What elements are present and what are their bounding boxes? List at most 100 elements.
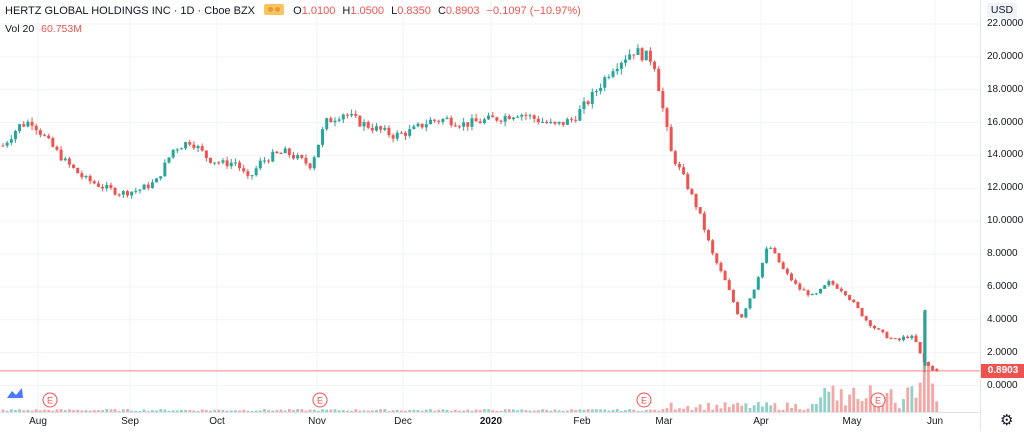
candle-body: [528, 115, 532, 117]
symbol-title[interactable]: HERTZ GLOBAL HOLDINGS INC · 1D · Cboe BZ…: [5, 5, 256, 17]
volume-label: Vol 20: [5, 23, 35, 35]
candle-body: [138, 189, 142, 191]
candle-body: [893, 338, 897, 340]
volume-bar: [308, 409, 312, 412]
volume-bar: [445, 409, 449, 412]
candle-body: [740, 314, 744, 318]
earnings-marker-icon[interactable]: E: [312, 392, 328, 408]
candle-body: [873, 325, 876, 329]
volume-bar: [333, 409, 337, 412]
candle-body: [611, 71, 615, 77]
candle-body: [839, 288, 843, 292]
candle-body: [731, 290, 735, 303]
gear-icon[interactable]: ⚙: [1000, 412, 1014, 429]
volume-bar: [831, 385, 835, 412]
svg-text:E: E: [875, 396, 881, 406]
candle-body: [545, 121, 549, 124]
candle-body: [196, 146, 200, 149]
candle-body: [491, 115, 495, 118]
volume-bar: [134, 410, 138, 412]
volume-bar: [516, 410, 519, 412]
candle-body: [902, 336, 906, 341]
market-status-badge[interactable]: [264, 4, 285, 15]
volume-bar: [258, 410, 262, 412]
candle-body: [13, 131, 17, 140]
volume-bar: [462, 410, 466, 412]
volume-bar: [213, 409, 217, 412]
volume-bar: [719, 408, 723, 412]
candle-body: [594, 91, 598, 93]
dot-icon: [268, 7, 274, 12]
candle-body: [59, 149, 63, 161]
candle-body: [18, 124, 22, 132]
volume-bar: [234, 410, 237, 412]
price-axis[interactable]: USD 22.0000 20.0000 18.0000 16.0000 14.0000 1…: [980, 0, 1024, 431]
volume-bar: [142, 409, 146, 412]
volume-bar: [246, 410, 250, 412]
price-tick-label: 12.0000: [987, 182, 1024, 194]
candle-body: [258, 160, 262, 169]
volume-bar: [566, 410, 569, 412]
volume-bar: [5, 410, 9, 412]
candle-body: [458, 126, 461, 128]
earnings-marker-icon[interactable]: E: [870, 392, 886, 408]
candle-body: [677, 163, 681, 168]
volume-bar: [761, 406, 764, 412]
candle-body: [275, 151, 279, 154]
volume-bar: [603, 409, 607, 412]
volume-bar: [744, 403, 748, 412]
volume-bar: [366, 410, 370, 412]
volume-bar: [404, 410, 407, 412]
candle-body: [296, 155, 300, 159]
volume-bar: [14, 409, 17, 412]
volume-bar: [159, 409, 163, 412]
volume-bar: [146, 410, 150, 412]
volume-bar: [823, 388, 827, 412]
volume-bar: [429, 409, 432, 412]
candle-body: [715, 253, 719, 263]
volume-bar: [449, 410, 453, 412]
volume-bar: [204, 410, 208, 412]
earnings-marker-icon[interactable]: E: [42, 392, 58, 408]
open-value: 1.0100: [301, 5, 336, 17]
candle-body: [632, 54, 636, 56]
volume-bar: [557, 410, 561, 412]
candle-body: [9, 139, 13, 143]
volume-bar: [545, 409, 549, 412]
volume-bar: [794, 403, 798, 412]
candle-body: [370, 127, 374, 131]
volume-bar: [615, 409, 619, 412]
volume-bar: [902, 399, 905, 412]
earnings-marker-icon[interactable]: E: [636, 392, 652, 408]
volume-bar: [657, 410, 661, 412]
volume-bar: [341, 409, 345, 412]
candle-body: [827, 281, 831, 286]
currency-label[interactable]: USD: [987, 3, 1017, 18]
candle-body: [84, 175, 88, 178]
time-tick-label: Oct: [209, 416, 225, 427]
candle-body: [312, 157, 316, 169]
volume-bar: [595, 409, 598, 412]
candle-body: [474, 118, 478, 122]
candle-body: [441, 119, 445, 122]
candle-body: [321, 129, 325, 145]
change-value: −0.1097 (−10.97%): [486, 5, 581, 17]
candle-body: [831, 281, 835, 285]
volume-bar: [412, 409, 416, 412]
time-tick-label: Feb: [573, 416, 591, 427]
tradingview-logo-icon[interactable]: [6, 387, 24, 399]
volume-legend[interactable]: Vol 20 60.753M: [5, 23, 82, 35]
candle-body: [823, 285, 827, 289]
candle-body: [375, 126, 378, 131]
volume-bar: [640, 410, 644, 412]
candle-body: [935, 368, 939, 371]
volume-bar: [781, 409, 785, 412]
volume-bar: [92, 410, 96, 412]
candle-body: [856, 302, 860, 309]
candle-body: [470, 118, 474, 127]
time-tick-label: Jun: [926, 416, 944, 427]
time-axis[interactable]: Aug Sep Oct Nov Dec 2020 Feb Mar Apr May Jun: [0, 412, 980, 432]
candle-body: [433, 119, 437, 121]
volume-bar: [893, 402, 897, 412]
